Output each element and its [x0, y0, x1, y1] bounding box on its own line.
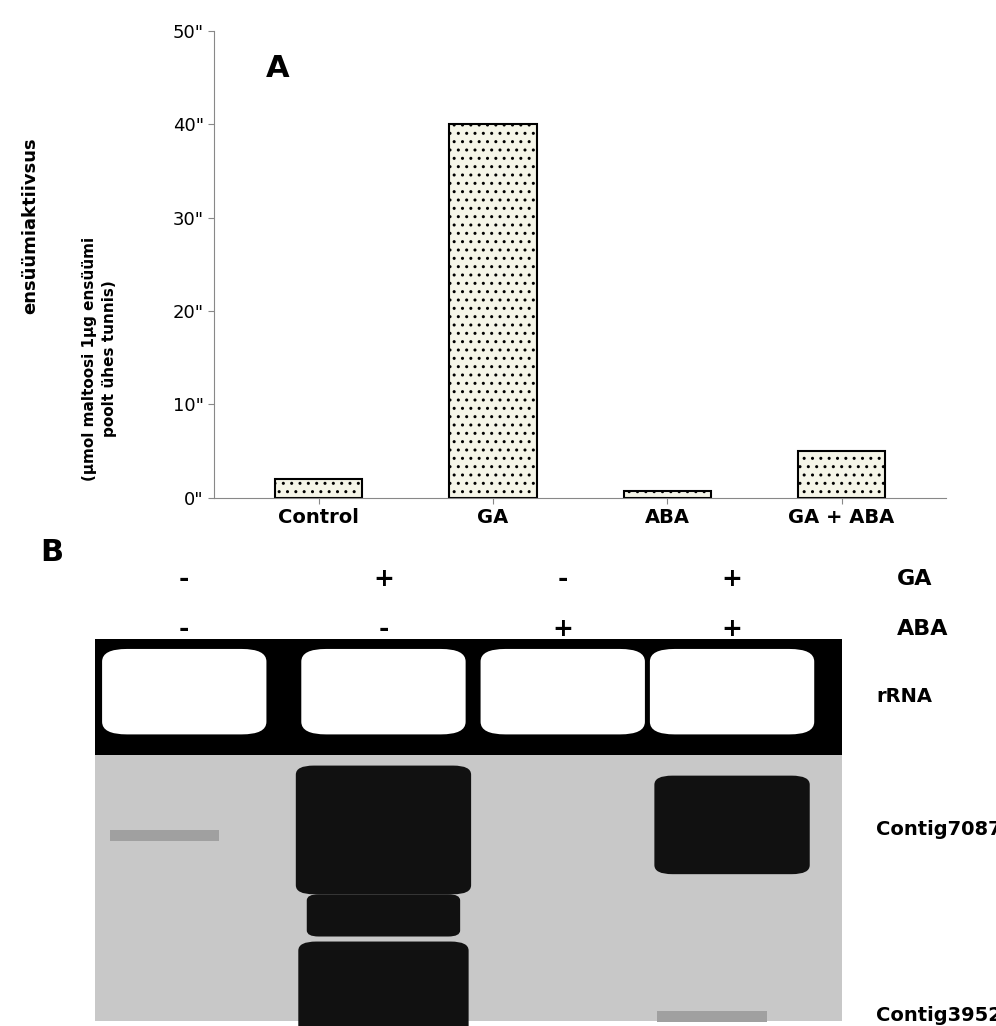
- FancyBboxPatch shape: [301, 649, 466, 735]
- Bar: [798, 451, 885, 498]
- Text: -: -: [558, 566, 568, 591]
- Text: Contig3952: Contig3952: [876, 1007, 996, 1025]
- Text: (μmol maltoosi 1μg ensüümi
poolt ühes tunnis): (μmol maltoosi 1μg ensüümi poolt ühes tu…: [83, 237, 117, 481]
- FancyBboxPatch shape: [307, 895, 460, 937]
- Text: -: -: [378, 617, 388, 641]
- Bar: [110, 830, 219, 841]
- Bar: [95, 754, 842, 1021]
- Text: ensüümiaktiivsus: ensüümiaktiivsus: [21, 137, 39, 314]
- FancyBboxPatch shape: [296, 765, 471, 895]
- Bar: [623, 491, 711, 498]
- Text: A: A: [265, 54, 289, 83]
- FancyBboxPatch shape: [103, 649, 267, 735]
- Bar: [449, 124, 537, 498]
- Text: +: +: [722, 566, 742, 591]
- Text: -: -: [179, 617, 189, 641]
- FancyBboxPatch shape: [299, 942, 469, 1026]
- Text: +: +: [374, 566, 393, 591]
- FancyBboxPatch shape: [650, 649, 815, 735]
- Bar: [95, 639, 842, 754]
- Text: Contig7087: Contig7087: [876, 821, 996, 839]
- FancyBboxPatch shape: [654, 776, 810, 874]
- FancyBboxPatch shape: [480, 649, 645, 735]
- Text: -: -: [179, 566, 189, 591]
- Text: +: +: [553, 617, 573, 641]
- Bar: [657, 1011, 767, 1022]
- Text: rRNA: rRNA: [876, 687, 932, 706]
- Bar: [275, 479, 363, 498]
- Text: B: B: [40, 539, 63, 567]
- Text: +: +: [722, 617, 742, 641]
- Text: GA: GA: [896, 568, 932, 589]
- Text: ABA: ABA: [896, 619, 948, 639]
